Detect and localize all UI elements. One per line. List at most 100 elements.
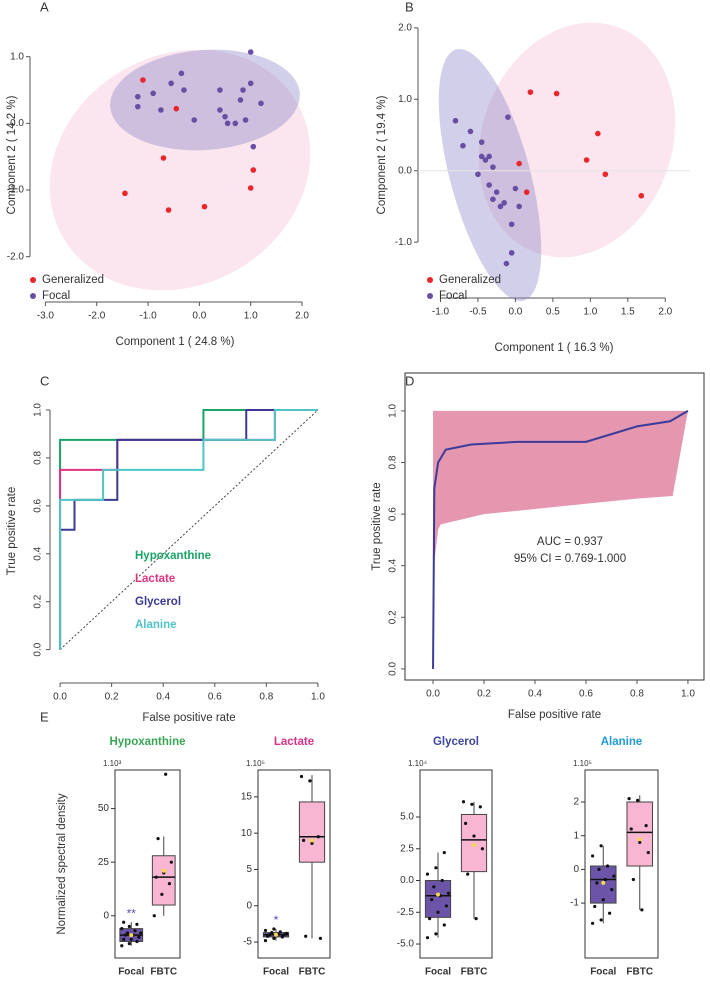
- x-tick-label: Focal: [425, 967, 451, 978]
- mean: [310, 838, 314, 843]
- panel-label: A: [40, 0, 49, 14]
- point: [250, 167, 257, 173]
- y-axis-label: True positive rate: [371, 482, 383, 570]
- legend-label: Hypoxanthine: [135, 550, 211, 562]
- x-tick-label: 0.0: [508, 307, 522, 318]
- legend-marker: [30, 277, 36, 283]
- y-tick-label: -1: [570, 898, 579, 909]
- annotation: 95% CI = 0.769-1.000: [514, 553, 626, 565]
- point: [160, 892, 164, 896]
- point: [316, 835, 320, 839]
- point: [602, 171, 609, 178]
- y-tick-label: 0.4: [33, 546, 44, 560]
- legend-marker: [427, 277, 433, 283]
- y-tick-label: 0.6: [33, 498, 44, 512]
- point: [480, 847, 484, 851]
- point: [591, 921, 595, 925]
- axis-multiplier: 1.10⁴: [408, 759, 428, 768]
- y-tick-label: 2.5: [400, 843, 414, 854]
- point: [478, 153, 485, 160]
- point: [140, 77, 146, 83]
- y-tick-label: 1.0: [398, 94, 412, 105]
- point: [428, 917, 432, 921]
- legend-label: Generalized: [439, 274, 501, 286]
- point: [442, 850, 446, 855]
- confidence-ellipse: [49, 49, 311, 291]
- point: [478, 805, 482, 809]
- point: [493, 189, 500, 195]
- y-tick-label: 0.4: [388, 558, 399, 572]
- point: [310, 841, 314, 845]
- point: [133, 929, 137, 933]
- point: [490, 196, 496, 203]
- point: [631, 877, 635, 882]
- point: [120, 927, 124, 931]
- point: [247, 49, 254, 55]
- x-tick-label: 1.0: [311, 692, 325, 703]
- point: [636, 798, 640, 802]
- y-tick-label: 0.0: [388, 662, 399, 676]
- y-tick-label: 0: [246, 900, 252, 911]
- significance: **: [127, 906, 137, 920]
- point: [593, 904, 597, 909]
- mean: [472, 842, 476, 847]
- point: [638, 840, 642, 845]
- mean: [274, 932, 278, 937]
- point: [444, 904, 448, 908]
- point: [497, 203, 504, 210]
- point: [224, 120, 231, 127]
- point: [452, 117, 459, 124]
- point: [280, 935, 284, 939]
- box-title: Lactate: [274, 736, 314, 748]
- point: [599, 844, 603, 848]
- x-axis-label: Component 1 ( 16.3 %): [495, 342, 614, 354]
- y-tick-label: 2.0: [398, 22, 412, 33]
- y-tick-label: 0.0: [33, 642, 44, 656]
- x-axis-label: False positive rate: [142, 712, 235, 724]
- point: [627, 797, 631, 801]
- point: [242, 117, 249, 123]
- point: [640, 908, 644, 912]
- point: [125, 931, 130, 935]
- x-tick-label: -1.0: [432, 307, 450, 318]
- y-tick-label: 0.0: [400, 875, 414, 886]
- x-tick-label: 0.0: [53, 692, 67, 703]
- point: [508, 221, 515, 228]
- y-axis-label: Normalized spectral density: [56, 793, 68, 935]
- box-title: Glycerol: [433, 736, 479, 748]
- point: [599, 918, 603, 922]
- legend-marker: [427, 293, 433, 299]
- x-tick-label: 1.5: [621, 307, 635, 318]
- panel-label: B: [405, 0, 414, 14]
- point: [505, 114, 511, 120]
- x-tick-label: 0.4: [156, 692, 170, 703]
- point: [123, 933, 128, 937]
- point: [460, 142, 466, 149]
- point: [134, 93, 141, 100]
- point: [644, 823, 648, 828]
- y-tick-label: 0: [573, 864, 579, 875]
- point: [154, 875, 158, 879]
- x-tick-label: 2.0: [658, 307, 672, 318]
- panel-label: D: [405, 373, 414, 388]
- confidence-band: [433, 410, 688, 574]
- point: [169, 860, 173, 864]
- point: [523, 189, 530, 195]
- point: [129, 937, 133, 941]
- x-tick-label: 0.2: [477, 689, 491, 700]
- x-tick-label: 0.0: [426, 689, 440, 700]
- point: [603, 877, 607, 882]
- point: [247, 185, 254, 191]
- x-tick-label: 0.8: [259, 692, 273, 703]
- point: [237, 97, 244, 103]
- box-title: Alanine: [601, 736, 643, 748]
- plot-frame: [404, 372, 705, 681]
- point: [527, 89, 534, 95]
- reference-diagonal: [59, 409, 319, 650]
- y-tick-label: 0: [103, 910, 109, 921]
- box: [151, 855, 176, 906]
- x-tick-label: -3.0: [37, 311, 55, 322]
- legend-marker: [30, 293, 36, 299]
- legend-label: Focal: [439, 290, 467, 302]
